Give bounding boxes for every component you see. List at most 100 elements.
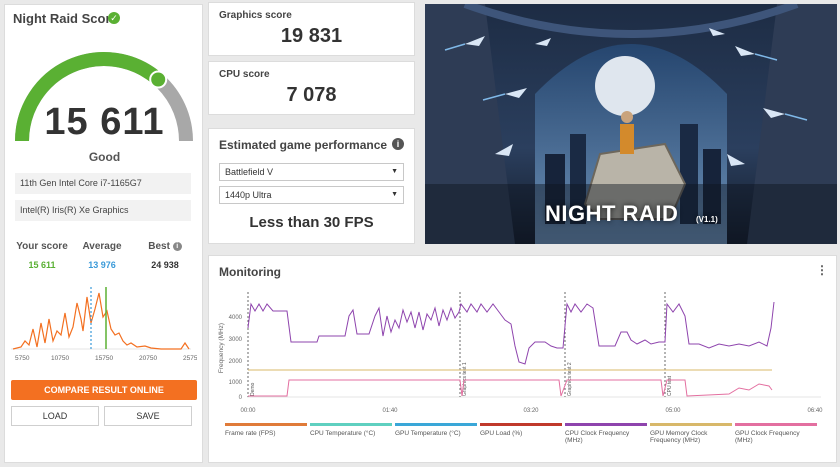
legend-swatch — [650, 423, 732, 426]
x-tick: 01:40 — [382, 408, 398, 414]
gauge-knob — [149, 70, 168, 89]
info-icon[interactable]: i — [392, 138, 404, 150]
resolution-select[interactable]: 1440p Ultra ▼ — [219, 186, 404, 204]
legend-label: GPU Load (%) — [480, 430, 523, 437]
building — [703, 149, 721, 224]
average-value: 13 976 — [88, 260, 116, 270]
y-tick: 1000 — [229, 380, 243, 386]
average-label: Average — [82, 241, 122, 252]
more-options-icon[interactable]: ⋮ — [816, 263, 828, 277]
check-icon: ✓ — [108, 12, 120, 24]
monitoring-chart: Frequency (MHz) 4000 3000 2000 1000 0 De… — [218, 292, 823, 414]
dist-tick: 25750 — [183, 355, 197, 362]
game-select[interactable]: Battlefield V ▼ — [219, 163, 404, 181]
test-markers — [247, 292, 666, 397]
legend-swatch — [395, 423, 477, 426]
legend-label: CPU Clock Frequency (MHz) — [565, 430, 630, 444]
legend-item[interactable]: CPU Temperature (°C) — [310, 423, 392, 437]
y-tick: 2000 — [229, 359, 243, 365]
resolution-select-value: 1440p Ultra — [225, 190, 272, 200]
banner-version: (V1.1) — [696, 215, 718, 224]
legend-item[interactable]: GPU Memory Clock Frequency (MHz) — [650, 423, 732, 444]
arch-trim — [463, 4, 799, 38]
legend-item[interactable]: Frame rate (FPS) — [225, 423, 307, 437]
legend-label: GPU Clock Frequency (MHz) — [735, 430, 800, 444]
drone-trails — [444, 43, 808, 121]
x-tick: 06:40 — [807, 408, 823, 414]
compare-result-online-button[interactable]: COMPARE RESULT ONLINE — [11, 380, 197, 400]
game-select-value: Battlefield V — [225, 167, 274, 177]
legend-swatch — [565, 423, 647, 426]
legend-item[interactable]: GPU Temperature (°C) — [395, 423, 477, 437]
legend-label: GPU Memory Clock Frequency (MHz) — [650, 430, 708, 444]
building — [570, 134, 586, 224]
estimated-performance-panel: Estimated game performance i Battlefield… — [208, 128, 415, 244]
estimated-performance-title: Estimated game performance — [219, 138, 388, 152]
y-axis-label: Frequency (MHz) — [218, 323, 225, 373]
x-tick: 00:00 — [240, 408, 256, 414]
best-label: Best — [148, 241, 170, 252]
score-rating: Good — [88, 150, 121, 164]
graphics-score-tile: Graphics score 19 831 — [208, 2, 415, 56]
x-tick: 05:00 — [665, 408, 681, 414]
y-tick: 3000 — [229, 337, 243, 343]
caret-down-icon: ▼ — [391, 191, 398, 198]
building — [680, 124, 698, 224]
y-ticks: 4000 3000 2000 1000 0 — [229, 315, 243, 401]
legend-label: CPU Temperature (°C) — [310, 430, 376, 437]
moon — [595, 56, 655, 116]
dist-curve — [12, 292, 190, 350]
marker-label: Graphics test 2 — [567, 362, 573, 396]
legend-swatch — [310, 423, 392, 426]
dist-tick: 5750 — [15, 355, 30, 362]
cpu-score-label: CPU score — [219, 69, 270, 80]
your-score-label: Your score — [16, 241, 68, 252]
gauge-fill — [15, 52, 163, 142]
banner-artwork — [425, 4, 837, 244]
monitoring-title: Monitoring — [219, 265, 281, 279]
cpu-name: 11th Gen Intel Core i7-1165G7 — [15, 173, 191, 194]
dist-tick: 15750 — [95, 355, 113, 362]
best-value: 24 938 — [151, 260, 179, 270]
monitoring-panel: Monitoring ⋮ Frequency (MHz) 4000 3000 2… — [208, 255, 837, 463]
legend-swatch — [480, 423, 562, 426]
legend-swatch — [225, 423, 307, 426]
score-panel: Night Raid Score ✓ 15 611 Good 11th Gen … — [4, 4, 203, 463]
cpu-clock-line — [247, 301, 775, 365]
legend-item[interactable]: GPU Load (%) — [480, 423, 562, 437]
cpu-score-tile: CPU score 7 078 — [208, 61, 415, 115]
banner-shade — [425, 184, 837, 244]
building — [545, 154, 565, 224]
gpu-name: Intel(R) Iris(R) Xe Graphics — [15, 200, 191, 221]
mech — [583, 142, 687, 220]
fps-estimate: Less than 30 FPS — [249, 214, 374, 231]
x-ticks: 00:00 01:40 03:20 05:00 06:40 — [240, 408, 823, 414]
overall-score: 15 611 — [44, 101, 165, 143]
graphics-score-label: Graphics score — [219, 10, 292, 21]
score-distribution-chart: 5750 10750 15750 20750 25750 — [11, 287, 197, 362]
marker-label: CPU test — [667, 375, 673, 396]
legend-label: GPU Temperature (°C) — [395, 430, 461, 437]
banner-title: NIGHT RAID — [545, 201, 679, 226]
score-panel-title: Night Raid Score — [13, 11, 118, 26]
character-head — [621, 111, 633, 123]
score-gauge — [15, 52, 193, 142]
legend-swatch — [735, 423, 817, 426]
legend-item[interactable]: CPU Clock Frequency (MHz) — [565, 423, 647, 444]
legend-label: Frame rate (FPS) — [225, 430, 276, 437]
x-tick: 03:20 — [523, 408, 539, 414]
save-button[interactable]: SAVE — [104, 406, 192, 426]
character — [620, 124, 634, 154]
graphics-score-value: 19 831 — [280, 25, 343, 47]
legend-item[interactable]: GPU Clock Frequency (MHz) — [735, 423, 817, 444]
marker-labels: Demo Graphics test 1 Graphics test 2 CPU… — [250, 362, 673, 396]
marker-label: Demo — [250, 382, 256, 396]
drones — [465, 28, 785, 166]
y-tick: 4000 — [229, 315, 243, 321]
left-column — [425, 4, 515, 244]
load-button[interactable]: LOAD — [11, 406, 99, 426]
dist-tick: 20750 — [139, 355, 157, 362]
info-icon[interactable]: i — [172, 242, 182, 251]
best-label-wrap: Best i — [135, 241, 195, 252]
your-score-value: 15 611 — [28, 260, 56, 270]
